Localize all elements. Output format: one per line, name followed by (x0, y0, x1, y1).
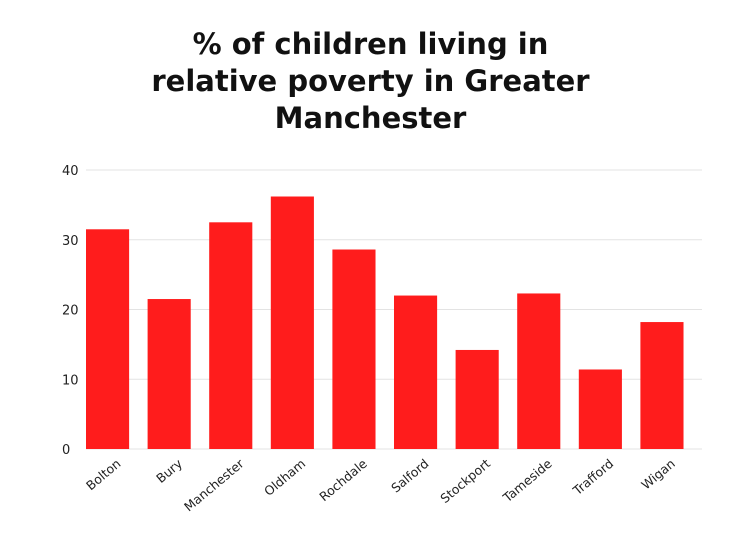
x-tick-label-trafford: Trafford (569, 456, 616, 499)
x-tick-label-tameside: Tameside (499, 456, 555, 506)
bar-wigan (640, 322, 684, 449)
bar-salford (394, 295, 438, 449)
chart-title-line-2: relative poverty in Greater (151, 64, 590, 98)
bar-bolton (86, 229, 130, 449)
bar-manchester (209, 222, 253, 449)
x-tick-label-bury: Bury (153, 455, 185, 486)
chart-title-line-3: Manchester (274, 101, 467, 135)
chart-title: % of children living in relative poverty… (0, 26, 741, 137)
y-tick-label: 10 (62, 373, 79, 388)
y-axis-ticks: 0 10 20 30 40 (62, 164, 79, 458)
x-tick-label-rochdale: Rochdale (316, 456, 370, 505)
bar-bury (147, 299, 191, 449)
bar-stockport (455, 349, 499, 449)
bar-tameside (517, 293, 561, 449)
y-tick-label: 30 (62, 234, 79, 249)
x-tick-label-salford: Salford (388, 456, 431, 496)
bar-trafford (578, 369, 622, 449)
chart-title-line-1: % of children living in (192, 27, 549, 61)
bar-oldham (270, 196, 314, 449)
x-tick-label-wigan: Wigan (638, 456, 678, 493)
y-tick-label: 20 (62, 304, 79, 319)
x-tick-label-bolton: Bolton (83, 456, 123, 493)
bar-rochdale (332, 249, 376, 449)
x-tick-label-stockport: Stockport (437, 456, 493, 506)
y-tick-label: 40 (62, 164, 79, 179)
y-tick-label: 0 (62, 443, 70, 458)
x-tick-label-manchester: Manchester (181, 455, 247, 514)
bars (86, 196, 684, 449)
x-tick-label-oldham: Oldham (261, 456, 308, 499)
